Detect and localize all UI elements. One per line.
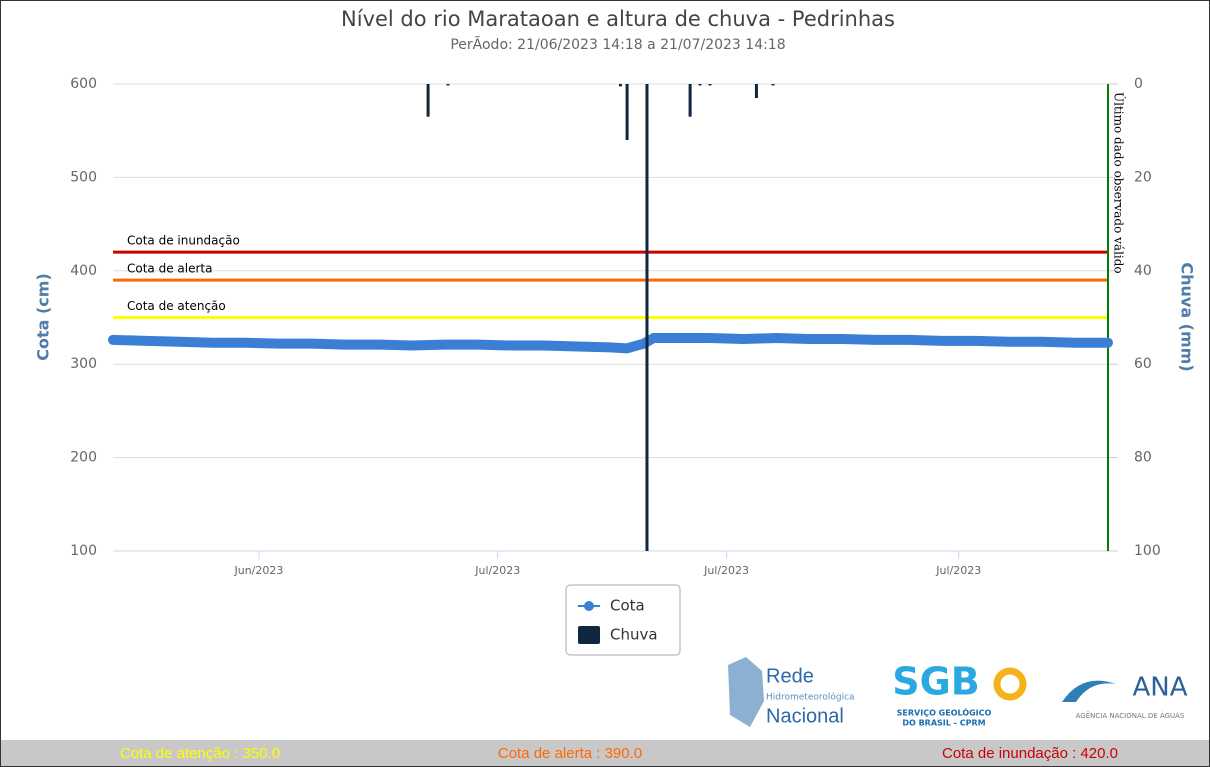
threshold-label: Cota de inundação xyxy=(127,234,240,248)
logo-ana: ANA AGÊNCIA NACIONAL DE ÁGUAS xyxy=(1062,673,1188,720)
legend-label: Chuva xyxy=(610,626,658,644)
chuva-bar xyxy=(645,84,649,551)
y-tick-label: 500 xyxy=(70,169,97,185)
chuva-bar xyxy=(625,84,629,141)
legend-symbol xyxy=(578,626,600,644)
y-tick-label: 100 xyxy=(70,543,97,559)
x-tick-label: Jul/2023 xyxy=(474,564,520,577)
footer-text: Cota de inundação : 420.0 xyxy=(942,745,1118,762)
y-tick-label: 600 xyxy=(70,76,97,92)
threshold-label: Cota de atenção xyxy=(127,299,226,313)
legend-box xyxy=(565,584,681,656)
chart-title: Nível do rio Marataoan e altura de chuva… xyxy=(341,7,895,31)
chuva-bar xyxy=(618,84,622,87)
chuva-bar xyxy=(446,84,450,86)
y2-tick-label: 100 xyxy=(1134,543,1161,559)
threshold-label: Cota de alerta xyxy=(127,262,212,276)
logo-text: Nacional xyxy=(766,705,844,727)
chuva-bar xyxy=(688,84,692,117)
chart-subtitle: PerÃodo: 21/06/2023 14:18 a 21/07/2023 1… xyxy=(450,36,785,53)
y2-tick-label: 40 xyxy=(1134,263,1152,279)
chuva-bar xyxy=(426,84,430,117)
logo-text: Hidrometeorológica xyxy=(766,692,855,703)
y2-axis-title: Chuva (mm) xyxy=(1178,262,1197,371)
y2-tick-label: 0 xyxy=(1134,76,1143,92)
logo-text: DO BRASIL - CPRM xyxy=(902,719,985,728)
logo-text: SGB xyxy=(892,660,980,704)
legend-label: Cota xyxy=(610,597,645,615)
y-tick-label: 200 xyxy=(70,450,97,466)
logo-rede: Rede Hidrometeorológica Nacional xyxy=(728,657,855,727)
footer-text: Cota de alerta : 390.0 xyxy=(498,745,642,762)
logo-text: ANA xyxy=(1132,673,1187,703)
logo-text: Rede xyxy=(766,665,814,687)
footer-bar xyxy=(1,740,1209,766)
logo-sgb: SGB SERVIÇO GEOLÓGICO DO BRASIL - CPRM xyxy=(892,660,1027,728)
x-tick-label: Jun/2023 xyxy=(233,564,283,577)
y-tick-label: 400 xyxy=(70,263,97,279)
last-valid-label: Último dado observado válido xyxy=(1112,92,1128,274)
y-tick-label: 300 xyxy=(70,356,97,372)
y-axis-title: Cota (cm) xyxy=(34,273,53,361)
logo-text: SERVIÇO GEOLÓGICO xyxy=(897,707,992,718)
chuva-bar xyxy=(708,84,712,86)
logo-text: AGÊNCIA NACIONAL DE ÁGUAS xyxy=(1076,711,1185,720)
y2-tick-label: 80 xyxy=(1134,450,1152,466)
y2-tick-label: 20 xyxy=(1134,169,1152,185)
x-tick-label: Jul/2023 xyxy=(935,564,981,577)
chuva-bar xyxy=(698,84,702,86)
chuva-bar xyxy=(754,84,758,99)
x-tick-label: Jul/2023 xyxy=(703,564,749,577)
legend-symbol xyxy=(584,601,594,611)
cota-line xyxy=(108,333,1113,354)
footer-text: Cota de atenção : 350.0 xyxy=(120,745,280,762)
chuva-bar xyxy=(771,84,775,86)
y2-tick-label: 60 xyxy=(1134,356,1152,372)
